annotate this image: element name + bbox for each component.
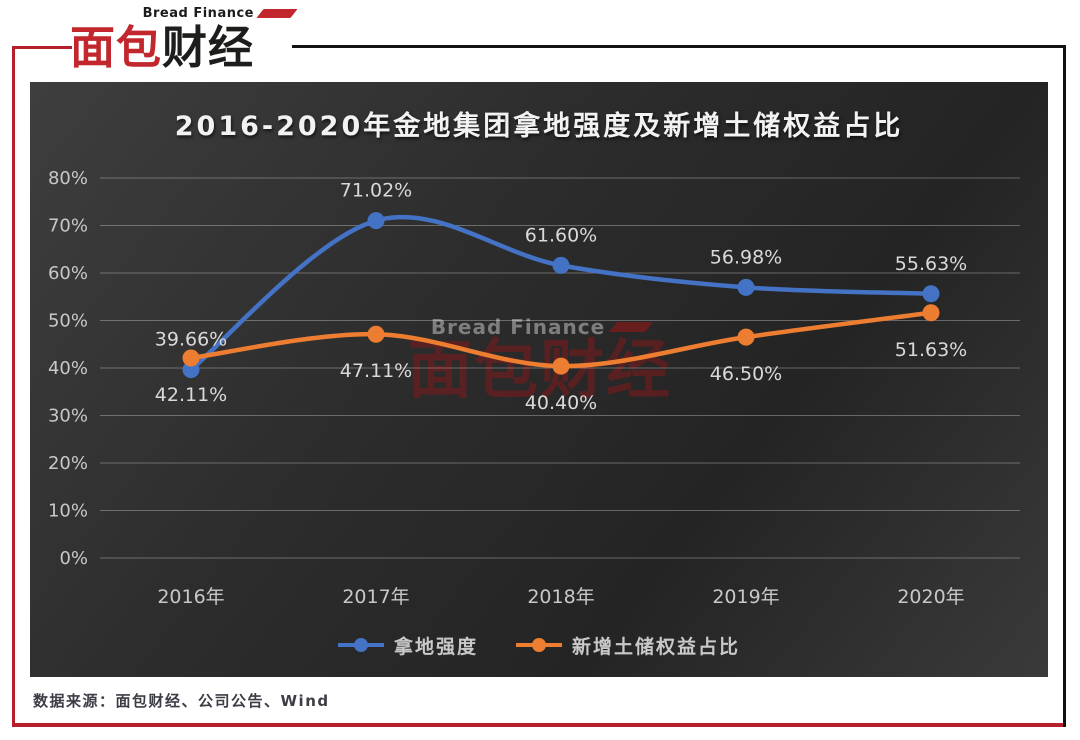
legend-item-1: 新增土储权益占比 — [516, 632, 740, 659]
data-label: 51.63% — [895, 339, 967, 361]
data-label: 40.40% — [525, 392, 597, 414]
x-tick-label: 2018年 — [527, 586, 594, 608]
y-tick-label: 70% — [48, 216, 88, 237]
data-label: 39.66% — [155, 329, 227, 351]
y-tick-label: 60% — [48, 263, 88, 284]
footer: 数据来源：面包财经、公司公告、Wind — [33, 690, 330, 711]
logo-title: 面包财经 — [70, 23, 300, 73]
y-tick-label: 40% — [48, 358, 88, 379]
frame-right-black-line — [1063, 45, 1066, 727]
y-tick-label: 30% — [48, 406, 88, 427]
chart-title: 2016-2020年金地集团拿地强度及新增土储权益占比 — [174, 111, 904, 142]
frame-top-red-line — [12, 46, 72, 49]
frame-top-black-line — [292, 45, 1066, 48]
legend-label: 拿地强度 — [393, 635, 478, 658]
x-tick-label: 2020年 — [897, 586, 964, 608]
data-point — [552, 256, 570, 274]
logo-title-black: 财经 — [162, 21, 255, 74]
y-tick-label: 10% — [48, 501, 88, 522]
data-point — [367, 212, 385, 230]
chart-panel: Bread Finance 面包财经 2016-2020年金地集团拿地强度及新增… — [30, 82, 1048, 677]
legend-item-0: 拿地强度 — [337, 632, 478, 659]
y-tick-label: 80% — [48, 168, 88, 189]
frame-bottom-red-line — [12, 723, 1066, 727]
logo-subtitle: Bread Finance — [142, 5, 254, 21]
data-point — [552, 357, 570, 375]
data-point — [922, 304, 940, 322]
y-tick-label: 0% — [59, 548, 88, 569]
data-label: 42.11% — [155, 384, 227, 406]
data-point — [182, 349, 200, 367]
line-chart: 0% 10% 20% 30% 40% 50% 60% 70% 80% 2016年 2017年 2018… — [48, 168, 1020, 608]
x-tick-label: 2017年 — [342, 586, 409, 608]
chart-legend: 拿地强度 新增土储权益占比 — [30, 629, 1048, 661]
x-tick-label: 2019年 — [712, 586, 779, 608]
logo-top-row: Bread Finance — [70, 3, 300, 23]
y-tick-label: 50% — [48, 311, 88, 332]
legend-marker-icon — [337, 638, 384, 653]
frame-left-red-line — [12, 46, 15, 727]
data-label: 61.60% — [525, 224, 597, 246]
data-label: 46.50% — [710, 363, 782, 385]
y-tick-label: 20% — [48, 453, 88, 474]
data-point — [737, 278, 755, 296]
logo-title-red: 面包 — [70, 21, 163, 74]
data-point — [367, 325, 385, 343]
data-label: 71.02% — [340, 180, 412, 202]
data-point — [737, 328, 755, 346]
data-point — [922, 285, 940, 303]
data-label: 56.98% — [710, 246, 782, 268]
x-tick-label: 2016年 — [157, 586, 224, 608]
bread-finance-logo: Bread Finance 面包财经 — [70, 3, 300, 81]
data-label: 47.11% — [340, 360, 412, 382]
data-source-text: 数据来源：面包财经、公司公告、Wind — [33, 692, 330, 710]
legend-label: 新增土储权益占比 — [572, 635, 741, 658]
logo-swoosh-icon — [256, 8, 298, 18]
data-label: 55.63% — [895, 253, 967, 275]
data-point — [182, 361, 200, 379]
legend-marker-icon — [516, 638, 562, 653]
